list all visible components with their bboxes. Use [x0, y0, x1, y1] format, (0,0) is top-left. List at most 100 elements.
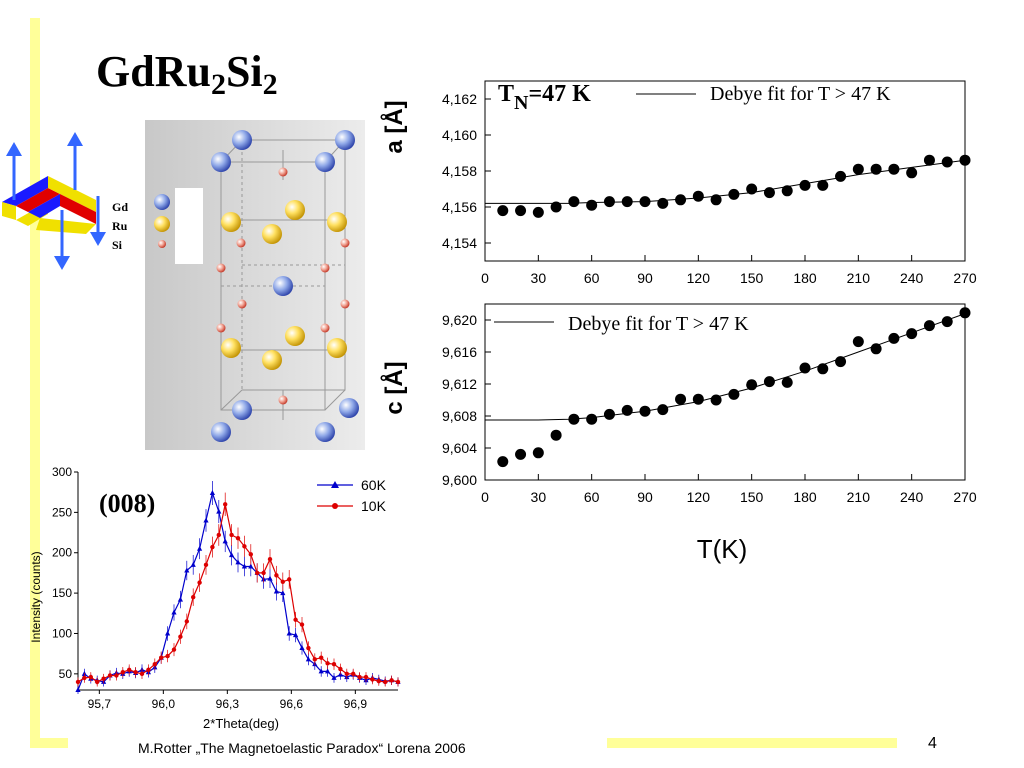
data-point — [223, 502, 228, 507]
data-point — [906, 328, 918, 340]
data-point — [190, 561, 196, 567]
ru-atoms — [154, 200, 347, 370]
data-point — [363, 674, 369, 680]
gd-atoms — [154, 130, 359, 442]
chart-a: 4,154 4,156 4,158 4,160 4,162 0 30 60 90 120 150 1… — [380, 80, 977, 286]
data-point — [781, 185, 793, 197]
y-tick-label: 4,156 — [442, 199, 477, 215]
x-axis-label-c: T(K) — [697, 534, 748, 564]
data-point — [870, 163, 882, 175]
y-tick-label: 200 — [52, 546, 72, 560]
data-point — [293, 632, 299, 638]
y-tick-label: 4,160 — [442, 127, 477, 143]
data-point — [781, 376, 793, 388]
data-point — [603, 408, 615, 420]
data-point — [197, 545, 203, 551]
data-point — [338, 666, 343, 672]
atom-legend-ru: Ru — [112, 219, 128, 233]
data-point — [621, 196, 633, 208]
data-point — [799, 362, 811, 374]
data-point — [923, 154, 935, 166]
data-point — [280, 579, 285, 585]
x-tick-label: 60 — [584, 489, 600, 505]
data-point — [177, 596, 183, 602]
chart-c: 9,600 9,604 9,608 9,612 9,616 9,620 0 30 60 90 12… — [380, 303, 977, 564]
crystal-structure-diagram — [145, 120, 365, 450]
data-point — [692, 393, 704, 405]
data-point — [870, 343, 882, 355]
x-tick-label: 180 — [793, 270, 817, 286]
data-point — [959, 154, 971, 166]
data-point — [728, 188, 740, 200]
data-point — [357, 674, 362, 680]
x-tick-label: 95,7 — [88, 697, 112, 711]
data-point — [159, 655, 164, 660]
data-point — [305, 656, 311, 662]
y-tick-label: 4,162 — [442, 91, 477, 107]
x-tick-label: 0 — [481, 270, 489, 286]
x-tick-label: 96,9 — [344, 697, 368, 711]
x-tick-label: 90 — [637, 489, 653, 505]
data-point — [497, 205, 509, 217]
data-point — [817, 363, 829, 375]
data-point — [197, 580, 202, 585]
data-point — [568, 413, 580, 425]
data-point — [515, 448, 527, 460]
data-point — [941, 156, 953, 168]
neel-temperature-annotation: TN=47 K — [498, 81, 591, 114]
data-point — [331, 674, 337, 680]
data-point — [923, 320, 935, 332]
x-tick-label: 96,6 — [280, 697, 304, 711]
data-point — [184, 619, 189, 624]
data-point — [210, 544, 215, 550]
x-tick-label: 240 — [900, 270, 924, 286]
data-point — [621, 404, 633, 416]
data-point — [235, 536, 241, 541]
data-point — [222, 538, 228, 544]
x-tick-label: 120 — [687, 270, 711, 286]
series-10K — [75, 492, 401, 687]
slide-title: GdRu2Si2 — [96, 47, 278, 101]
data-point — [229, 552, 235, 558]
data-point — [639, 196, 651, 208]
data-point — [114, 673, 119, 678]
data-point — [171, 647, 177, 652]
data-point — [146, 667, 151, 673]
data-point — [286, 630, 292, 636]
data-point — [888, 332, 900, 344]
data-point — [235, 559, 241, 565]
x-tick-label: 0 — [481, 489, 489, 505]
data-point — [710, 194, 722, 206]
data-point — [209, 489, 215, 495]
data-point — [152, 661, 157, 667]
x-tick-label: 270 — [953, 489, 977, 505]
data-point — [370, 677, 375, 682]
data-point — [75, 679, 81, 685]
x-tick-label: 180 — [793, 489, 817, 505]
magnet-logo-icon — [2, 132, 106, 270]
plot-frame-c — [484, 303, 966, 481]
data-point — [532, 447, 544, 459]
data-point — [586, 199, 598, 211]
y-tick-label: 300 — [52, 465, 72, 479]
x-tick-label: 120 — [687, 489, 711, 505]
data-point — [306, 645, 311, 651]
y-tick-label: 9,600 — [442, 472, 477, 488]
data-point — [133, 670, 138, 675]
data-point — [746, 183, 758, 195]
x-tick-label: 30 — [531, 270, 547, 286]
data-point — [203, 517, 209, 523]
data-point — [603, 196, 615, 208]
deco-bar-bottom-left — [30, 738, 68, 748]
y-tick-label: 250 — [52, 505, 72, 519]
data-point — [728, 388, 740, 400]
legend-label-10K: 10K — [361, 498, 387, 514]
data-point — [657, 404, 669, 416]
data-point — [287, 577, 292, 582]
data-point — [75, 687, 81, 692]
data-point — [241, 563, 247, 569]
data-point — [376, 678, 381, 684]
x-tick-label: 210 — [847, 270, 871, 286]
data-point — [191, 594, 196, 600]
x-tick-label: 90 — [637, 270, 653, 286]
